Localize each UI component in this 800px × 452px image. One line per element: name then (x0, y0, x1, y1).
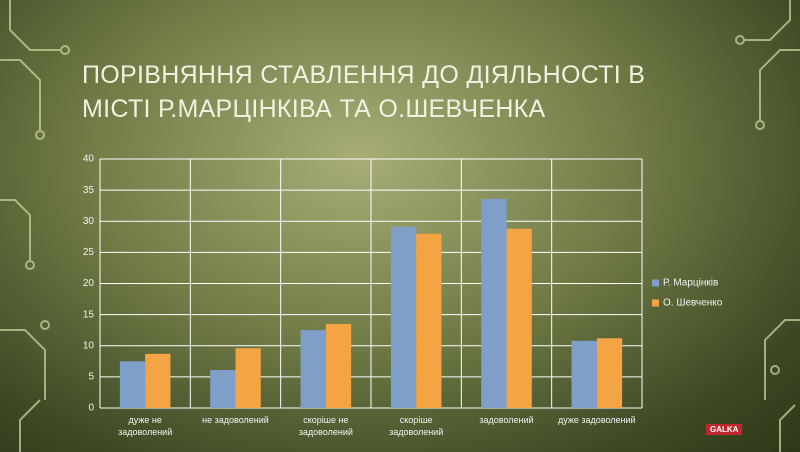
x-tick-label: скоріше не задоволений (298, 415, 353, 437)
bar (416, 233, 442, 408)
y-tick-label: 5 (88, 372, 94, 383)
y-tick-label: 20 (83, 278, 95, 289)
x-tick-label: скоріше задоволений (389, 415, 444, 437)
x-tick-label: дуже не задоволений (118, 415, 173, 437)
legend-swatch (652, 279, 659, 287)
x-tick-label: не задоволений (202, 415, 269, 425)
legend-swatch (652, 299, 659, 307)
bar (506, 228, 532, 408)
bar (145, 353, 171, 408)
y-tick-label: 25 (83, 247, 95, 258)
bar (210, 370, 236, 408)
x-tick-label: задоволений (479, 415, 534, 425)
legend-label: Р. Марцінків (663, 278, 718, 289)
y-tick-label: 40 (83, 154, 95, 165)
logo: GALKA (706, 424, 743, 435)
y-tick-label: 0 (88, 403, 94, 414)
x-tick-label: дуже задоволений (558, 415, 636, 425)
bar (571, 340, 597, 408)
y-tick-label: 10 (83, 340, 95, 351)
bar (325, 323, 352, 408)
y-tick-label: 35 (83, 185, 95, 196)
chart-title: ПОРІВНЯННЯ СТАВЛЕННЯ ДО ДІЯЛЬНОСТІ В МІС… (82, 61, 646, 123)
bar (235, 348, 261, 408)
y-tick-label: 30 (83, 216, 95, 227)
bar (119, 361, 146, 408)
legend-label: О. Шевченко (663, 298, 723, 309)
y-tick-label: 15 (83, 309, 95, 320)
bar (481, 198, 507, 408)
bar (596, 338, 623, 408)
bar (390, 226, 417, 408)
bar (300, 330, 326, 408)
